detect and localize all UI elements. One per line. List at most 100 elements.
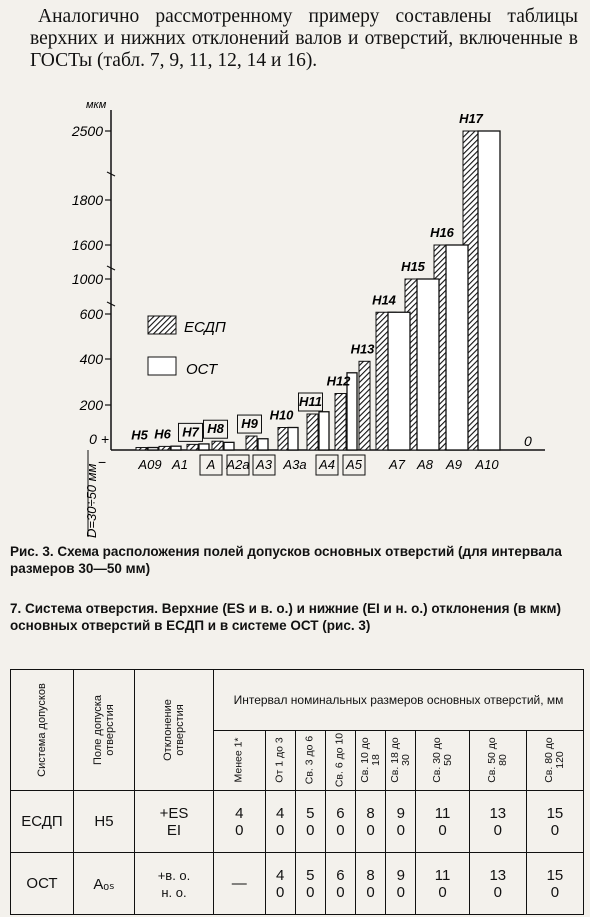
legend-label-esdp: ЕСДП [184,319,226,336]
tolerance-chart: мкм 2500 1800 1600 1000 600 400 200 0 + − 0 D=30÷50… [71,99,545,538]
label-box [203,419,228,439]
label-box [298,392,323,412]
bar-label-H13: H13 [351,341,376,356]
bar-ost-A2a [223,441,235,451]
interval-header-0: Менее 1* [213,729,266,791]
interval-header-3: Св. 6 до 10 [324,729,357,791]
axis-break [106,265,116,271]
label-box [237,414,262,434]
label-box [252,454,276,476]
table-cell: 15 0 [525,852,585,915]
bar-label-H5: H5 [131,428,148,443]
legend-swatch-esdp [147,315,177,335]
header-field: Поле допуска отверстия [73,669,135,791]
interval-header-row: Менее 1* От 1 до 3 Св. 3 до 6 Св. 6 до 10 Св… [11,729,585,791]
bar-ost-A09 [147,446,159,451]
row-value-empty: — [213,852,266,915]
legend-label-ost: ОСТ [186,361,219,378]
axis-label-A09: A09 [137,457,161,472]
bar-ost-A5 [346,372,358,451]
axis-label-A2a: A2a [225,457,249,472]
axis-label-A: A [206,457,216,472]
table-row: ОСТ Aₒₛ +в. о. н. о. — 4 0 5 0 6 0 8 0 9 0 11 0 13 0 15… [10,852,585,915]
axis-label-A8: A8 [416,457,434,472]
bar-ost-A10 [477,130,501,451]
bar-esdp-H5 [135,447,148,451]
interval-header-5: Св. 18 до 30 [385,729,417,791]
label-box [315,454,339,476]
intro-paragraph: Аналогично рассмотренному примеру состав… [30,6,578,72]
bar-ost-A9 [445,244,469,451]
intro-text: Аналогично рассмотренному примеру состав… [30,6,578,71]
interval-header-6: Св. 30 до 50 [415,729,470,791]
bar-ost-A [198,443,210,451]
bar-label-H7: H7 [182,424,199,439]
interval-header-8: Св. 80 до 120 [525,729,585,791]
interval-header-2: Св. 3 до 6 [294,729,326,791]
row-field: H5 [73,790,135,853]
bar-label-H15: H15 [401,259,426,274]
header-deviation: Отклонение отверстия [134,669,214,791]
row-deviation: +ES EI [134,790,214,853]
axis-label-A3: A3 [255,457,273,472]
bar-esdp-H12 [334,393,347,451]
unit-label: мкм [86,99,107,111]
bar-esdp-H9 [245,435,258,451]
axis-label-A9: A9 [445,457,462,472]
bar-label-H14: H14 [372,292,397,307]
bar-label-H11: H11 [299,394,322,409]
tick-label: 2500 [71,123,103,139]
bar-esdp-H6 [158,445,171,451]
bar-label-H17: H17 [459,111,484,126]
row-system: ОСТ [10,852,74,915]
bar-label-H10: H10 [270,408,295,423]
bar-ost-A4 [318,411,330,451]
interval-header-7: Св. 50 до 80 [468,729,527,791]
axis-label-A7: A7 [388,457,406,472]
axis-label-A4: A4 [318,457,335,472]
header-system: Система допусков [10,669,74,791]
bar-ost-A8 [416,278,440,451]
bar-ost-A1 [170,445,182,451]
row-deviation: +в. о. н. о. [134,852,214,915]
tick-label: 1800 [72,192,103,208]
tick-label: 200 [79,397,104,413]
axis-break [106,301,116,307]
row-field: Aₒₛ [73,852,135,915]
table-row: ЕСДП H5 +ES EI 4 0 4 0 5 0 6 0 8 0 9 0 11 0 13 0 15 0 [10,790,585,853]
chart-bars [135,130,501,451]
axis-label-A5: A5 [345,457,363,472]
bar-label-H8: H8 [207,421,224,436]
bar-label-H6: H6 [154,426,171,441]
table-cell: 15 0 [525,790,585,853]
table-cell: 11 0 [415,790,470,853]
interval-header-4: Св. 10 до 18 [355,729,387,791]
bar-ost-A3 [257,438,269,451]
chart-labels: мкм 2500 1800 1600 1000 600 400 200 0 + − 0 D=30÷50… [71,99,532,538]
tick-label: 1000 [72,271,103,287]
axis-label-A10: A10 [474,457,499,472]
tick-label: 600 [80,306,104,322]
d-label: D=30÷50 мм [84,463,99,538]
bar-ost-A3a [287,426,299,451]
label-box [199,454,223,476]
axis-label-A1: A1 [171,457,188,472]
table-cell: 13 0 [468,790,527,853]
header-interval: Интервал номинальных размеров основных о… [213,669,584,731]
bar-ost-A7 [387,311,411,451]
bar-label-H9: H9 [241,416,258,431]
right-zero-label: 0 [524,433,532,449]
zero-label: 0 + [89,431,109,447]
bar-esdp-H8 [211,440,224,451]
bar-label-H12: H12 [327,374,352,389]
